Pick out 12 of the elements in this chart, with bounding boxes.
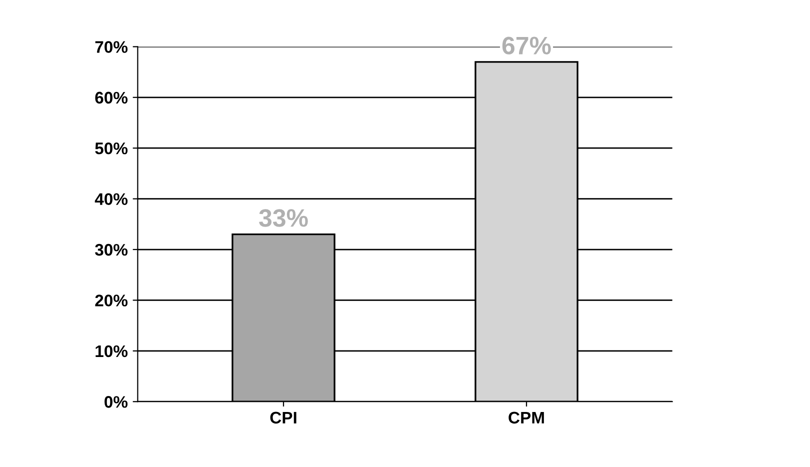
data-label: 33%: [259, 209, 308, 227]
y-tick-label: 40%: [94, 193, 128, 206]
y-tick-label: 0%: [104, 396, 128, 408]
y-tick-label: 30%: [95, 244, 128, 256]
y-tick-label: 70%: [95, 41, 128, 53]
y-tick-label: 50%: [95, 142, 128, 154]
x-tick-label: CPM: [508, 412, 544, 424]
y-tick-label: 20%: [95, 294, 128, 306]
data-label: 67%: [502, 36, 551, 54]
y-tick-label: 60%: [95, 92, 128, 104]
y-tick-label: 10%: [96, 345, 128, 358]
x-tick-label: CPI: [270, 412, 296, 424]
